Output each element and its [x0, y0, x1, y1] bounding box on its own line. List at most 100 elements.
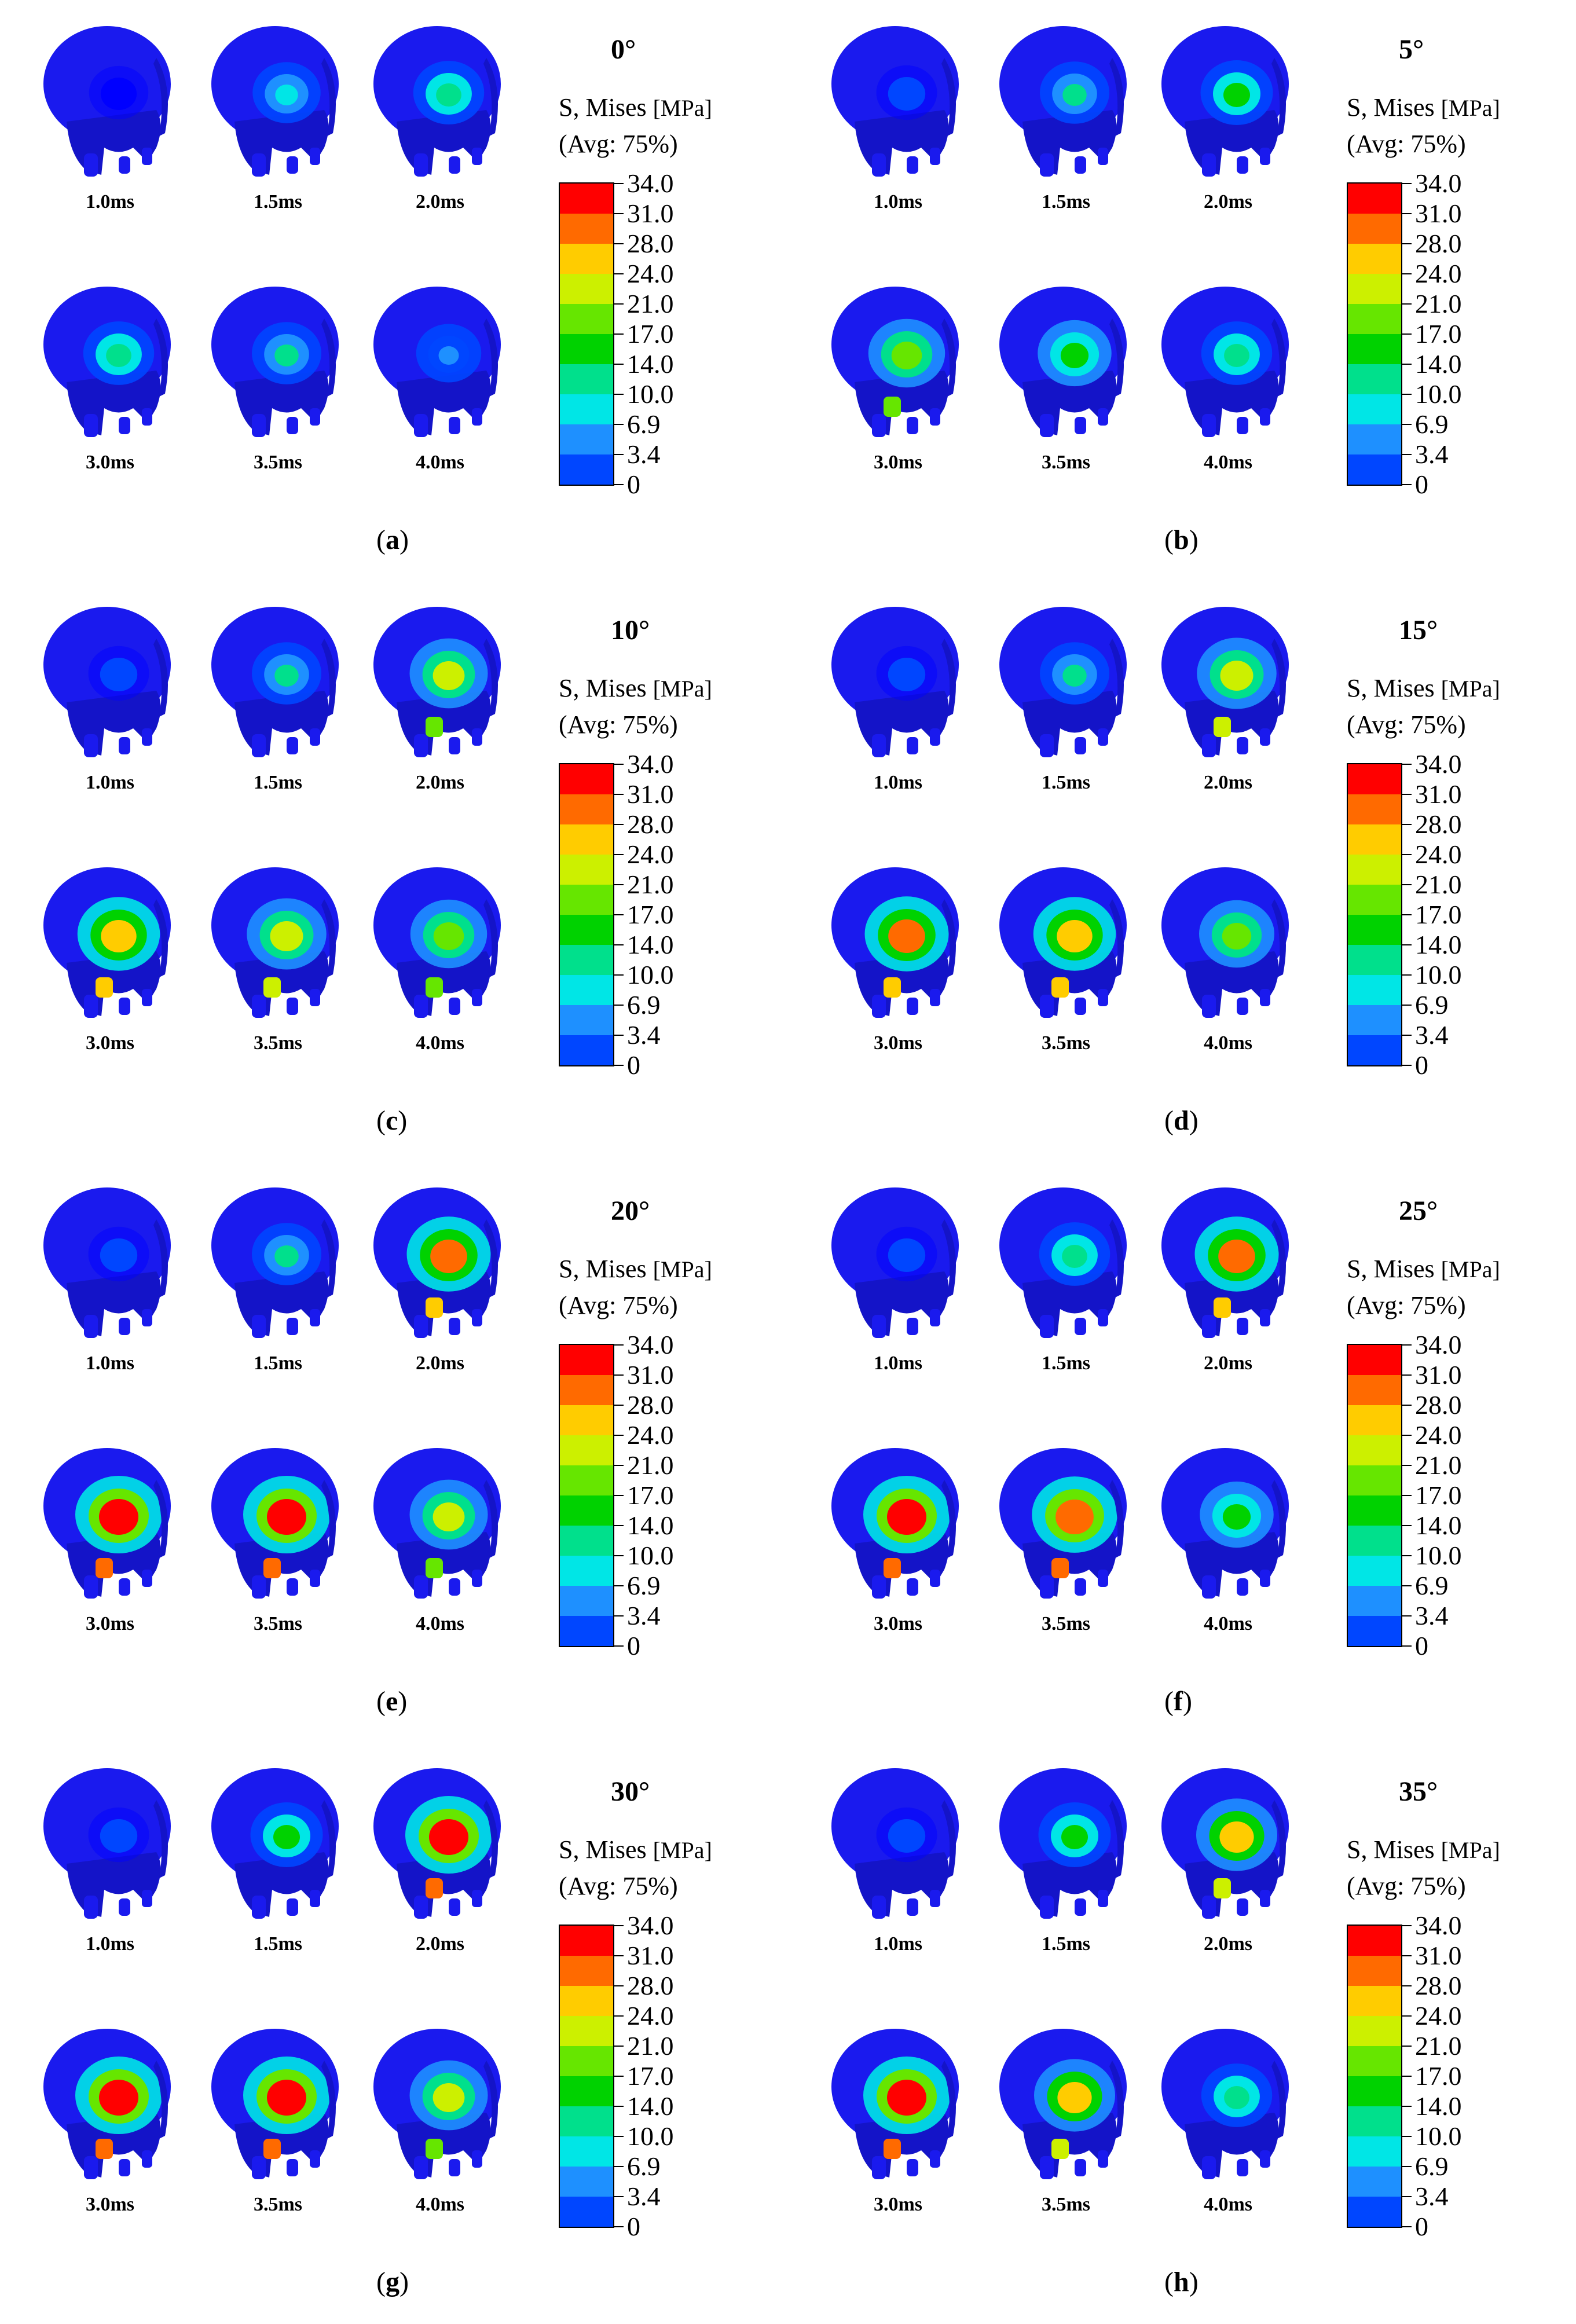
skull-stress-image: [1150, 1445, 1306, 1607]
color-scale-band: [560, 424, 613, 454]
color-scale-bar: [559, 1925, 614, 2228]
color-scale-value: 10.0: [627, 2121, 674, 2151]
skull-stress-image: [362, 1185, 518, 1347]
skull-stress-image: [1150, 23, 1306, 185]
color-scale-band: [1348, 794, 1401, 824]
skull-stress-image: [1150, 284, 1306, 446]
color-scale-value: 14.0: [627, 1511, 674, 1540]
color-scale-value: 10.0: [1415, 960, 1462, 989]
angle-heading: 30°: [611, 1776, 650, 1807]
color-scale-band: [560, 1616, 613, 1646]
color-scale-tick: [613, 424, 624, 425]
figure-panel-b: 1.0ms 1.5ms 2.0ms: [788, 0, 1576, 581]
color-scale-band: [560, 2197, 613, 2227]
color-scale-tick: [1401, 1585, 1412, 1586]
time-label: 1.5ms: [1041, 772, 1091, 793]
time-label: 1.0ms: [85, 191, 135, 212]
color-scale-band: [1348, 364, 1401, 394]
time-label: 4.0ms: [415, 2194, 465, 2215]
color-scale-band: [1348, 244, 1401, 274]
color-scale-band: [560, 1345, 613, 1375]
color-scale-band: [560, 214, 613, 244]
angle-heading: 5°: [1399, 34, 1424, 65]
legend-avg: (Avg: 75%): [559, 130, 678, 158]
color-scale-band: [560, 1586, 613, 1616]
color-scale-band: [1348, 1956, 1401, 1986]
color-scale-value: 34.0: [1415, 168, 1462, 198]
color-scale-band: [560, 184, 613, 214]
angle-heading: 10°: [611, 615, 650, 646]
color-scale-band: [560, 885, 613, 915]
color-scale-value: 31.0: [1415, 1360, 1462, 1390]
color-scale-value: 6.9: [627, 990, 661, 1020]
color-scale-band: [560, 1405, 613, 1435]
color-scale-tick: [613, 1065, 624, 1066]
time-label: 4.0ms: [415, 1032, 465, 1054]
time-label: 3.5ms: [1041, 2194, 1091, 2215]
color-scale-band: [1348, 394, 1401, 424]
skull-stress-image: [1150, 1185, 1306, 1347]
panel-letter: e: [385, 1686, 398, 1717]
color-scale-tick: [613, 1005, 624, 1006]
color-scale-band: [560, 394, 613, 424]
color-scale-band: [1348, 1465, 1401, 1495]
color-scale-value: 21.0: [627, 289, 674, 318]
color-scale-tick: [1401, 1065, 1412, 1066]
color-scale-tick: [613, 484, 624, 485]
skull-stress-image: [200, 604, 356, 766]
color-scale-value: 28.0: [1415, 229, 1462, 258]
skull-stress-image: [362, 1445, 518, 1607]
legend-unit: [MPa]: [1441, 95, 1500, 121]
color-scale-value: 28.0: [627, 229, 674, 258]
color-scale-tick: [1401, 2076, 1412, 2077]
color-scale-tick: [613, 1435, 624, 1436]
legend-unit: [MPa]: [653, 1837, 712, 1863]
color-scale-value: 34.0: [627, 168, 674, 198]
color-scale-tick: [1401, 1405, 1412, 1406]
color-scale-value: 24.0: [627, 259, 674, 288]
legend-title-text: S, Mises: [559, 1835, 647, 1864]
legend-avg: (Avg: 75%): [1347, 130, 1466, 158]
skull-stress-image: [200, 1185, 356, 1347]
time-label: 3.0ms: [873, 2194, 923, 2215]
time-label: 3.5ms: [253, 1613, 303, 1634]
color-scale-value: 10.0: [1415, 379, 1462, 409]
color-scale-tick: [613, 854, 624, 855]
skull-stress-image: [200, 23, 356, 185]
time-label: 2.0ms: [415, 191, 465, 212]
color-scale-value: 0: [627, 1631, 640, 1660]
color-scale-tick: [613, 764, 624, 765]
time-label: 2.0ms: [1203, 1933, 1253, 1955]
color-scale-band: [1348, 1616, 1401, 1646]
legend-title-text: S, Mises: [1347, 1835, 1435, 1864]
color-scale-tick: [1401, 424, 1412, 425]
color-scale-band: [560, 364, 613, 394]
color-scale-value: 24.0: [627, 2001, 674, 2030]
color-scale-value: 31.0: [627, 1360, 674, 1390]
angle-heading: 20°: [611, 1196, 650, 1226]
time-label: 1.0ms: [85, 772, 135, 793]
skull-stress-image: [362, 23, 518, 185]
time-label: 3.0ms: [85, 2194, 135, 2215]
figure-panel-h: 1.0ms 1.5ms 2.0ms: [788, 1742, 1576, 2323]
color-scale-tick: [613, 944, 624, 945]
color-scale-band: [1348, 274, 1401, 304]
color-scale-value: 3.4: [1415, 2182, 1449, 2211]
color-scale-tick: [1401, 2226, 1412, 2227]
color-scale-band: [560, 2016, 613, 2046]
color-scale-value: 3.4: [1415, 1601, 1449, 1630]
color-scale-band: [560, 334, 613, 364]
color-scale-value: 17.0: [627, 1480, 674, 1510]
color-scale-value: 6.9: [627, 2151, 661, 2181]
color-scale-value: 24.0: [627, 1420, 674, 1450]
color-scale-tick: [1401, 454, 1412, 455]
color-scale-value: 28.0: [627, 809, 674, 839]
legend-title-text: S, Mises: [1347, 674, 1435, 702]
color-scale-tick: [613, 1344, 624, 1346]
skull-stress-image: [200, 284, 356, 446]
color-scale-band: [1348, 855, 1401, 885]
panel-label: (c): [376, 1105, 408, 1136]
time-label: 2.0ms: [1203, 1352, 1253, 1374]
color-scale-value: 17.0: [1415, 900, 1462, 929]
skull-stress-image: [32, 284, 188, 446]
